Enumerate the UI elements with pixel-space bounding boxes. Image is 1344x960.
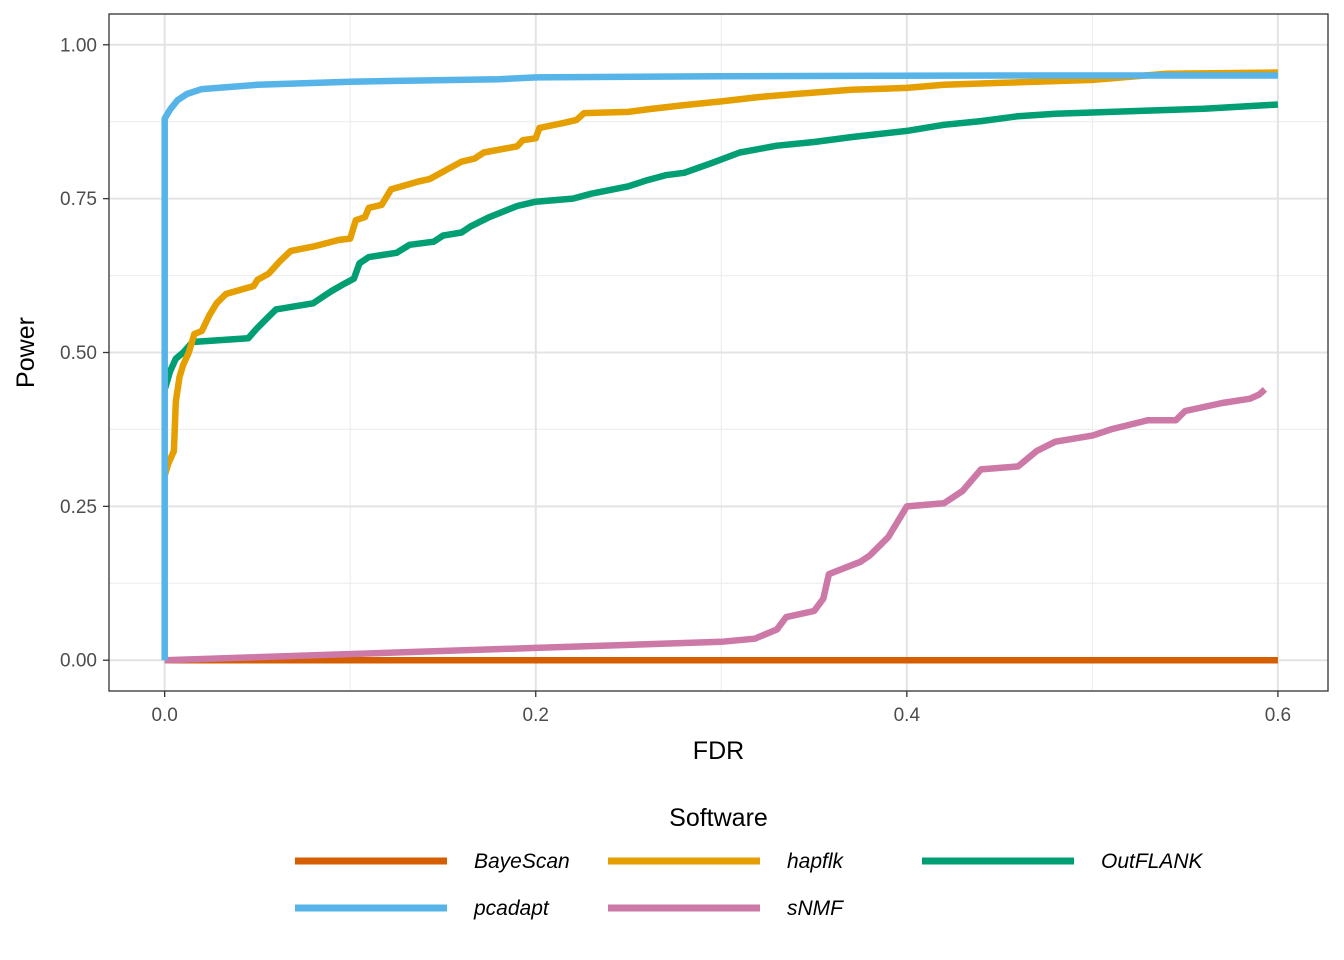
legend-label-hapflk: hapflk xyxy=(787,850,845,873)
legend-label-pcadapt: pcadapt xyxy=(473,897,550,920)
series-line-snmf xyxy=(164,386,1268,664)
y-tick-label: 0.25 xyxy=(60,497,97,518)
legend: BayeScan hapflk OutFLANK pcadapt sNMF xyxy=(295,850,1204,920)
plot-panel xyxy=(108,13,1329,692)
series-line-pcadapt xyxy=(161,72,1278,661)
x-tick-label: 0.0 xyxy=(151,705,177,726)
y-tick-label: 0.75 xyxy=(60,189,97,210)
legend-label-snmf: sNMF xyxy=(787,897,844,920)
x-tick-label: 0.4 xyxy=(894,705,921,726)
series-lines xyxy=(161,69,1279,664)
x-tick-label: 0.2 xyxy=(523,705,549,726)
y-axis-title: Power xyxy=(12,317,40,388)
legend-label-bayescan: BayeScan xyxy=(474,850,570,873)
legend-label-outflank: OutFLANK xyxy=(1101,850,1204,873)
y-tick-label: 0.00 xyxy=(60,651,97,672)
legend-title: Software xyxy=(669,804,768,832)
x-axis-title: FDR xyxy=(693,737,744,765)
axes: 0.0 0.2 0.4 0.6 0.00 0.25 0.50 0.75 1.00 xyxy=(60,35,1291,726)
y-tick-label: 0.50 xyxy=(60,343,97,364)
series-line-hapflk xyxy=(161,69,1278,477)
series-line-outflank xyxy=(161,101,1279,391)
y-tick-label: 1.00 xyxy=(60,35,97,56)
x-tick-label: 0.6 xyxy=(1265,705,1291,726)
